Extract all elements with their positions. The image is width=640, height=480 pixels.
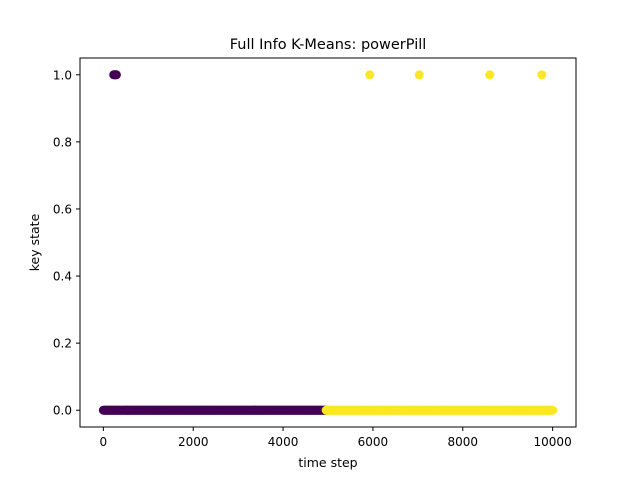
x-tick-label: 2000 xyxy=(178,435,209,449)
x-tick-label: 8000 xyxy=(448,435,479,449)
chart-title: Full Info K-Means: powerPill xyxy=(230,37,427,53)
y-tick-label: 0.6 xyxy=(53,202,72,216)
scatter-point xyxy=(485,70,495,80)
y-tick-label: 0.2 xyxy=(53,337,72,351)
x-axis-ticks: 0 2000 4000 6000 8000 10000 xyxy=(100,427,572,449)
plot-frame xyxy=(79,57,577,428)
scatter-point xyxy=(548,405,558,415)
y-tick-label: 0.8 xyxy=(53,135,72,149)
x-tick-label: 0 xyxy=(100,435,108,449)
y-axis-label: key state xyxy=(27,213,42,271)
scatter-point xyxy=(111,70,121,80)
scatter-points xyxy=(98,70,558,415)
y-tick-label: 0.0 xyxy=(53,404,72,418)
y-tick-label: 0.4 xyxy=(53,270,72,284)
scatter-point xyxy=(365,70,375,80)
scatter-point xyxy=(537,70,547,80)
x-tick-label: 4000 xyxy=(268,435,299,449)
y-axis-ticks: 0.0 0.2 0.4 0.6 0.8 1.0 xyxy=(53,68,80,418)
x-tick-label: 6000 xyxy=(358,435,389,449)
y-tick-label: 1.0 xyxy=(53,68,72,82)
x-axis-label: time step xyxy=(298,455,357,470)
x-tick-label: 10000 xyxy=(534,435,572,449)
scatter-point xyxy=(414,70,424,80)
